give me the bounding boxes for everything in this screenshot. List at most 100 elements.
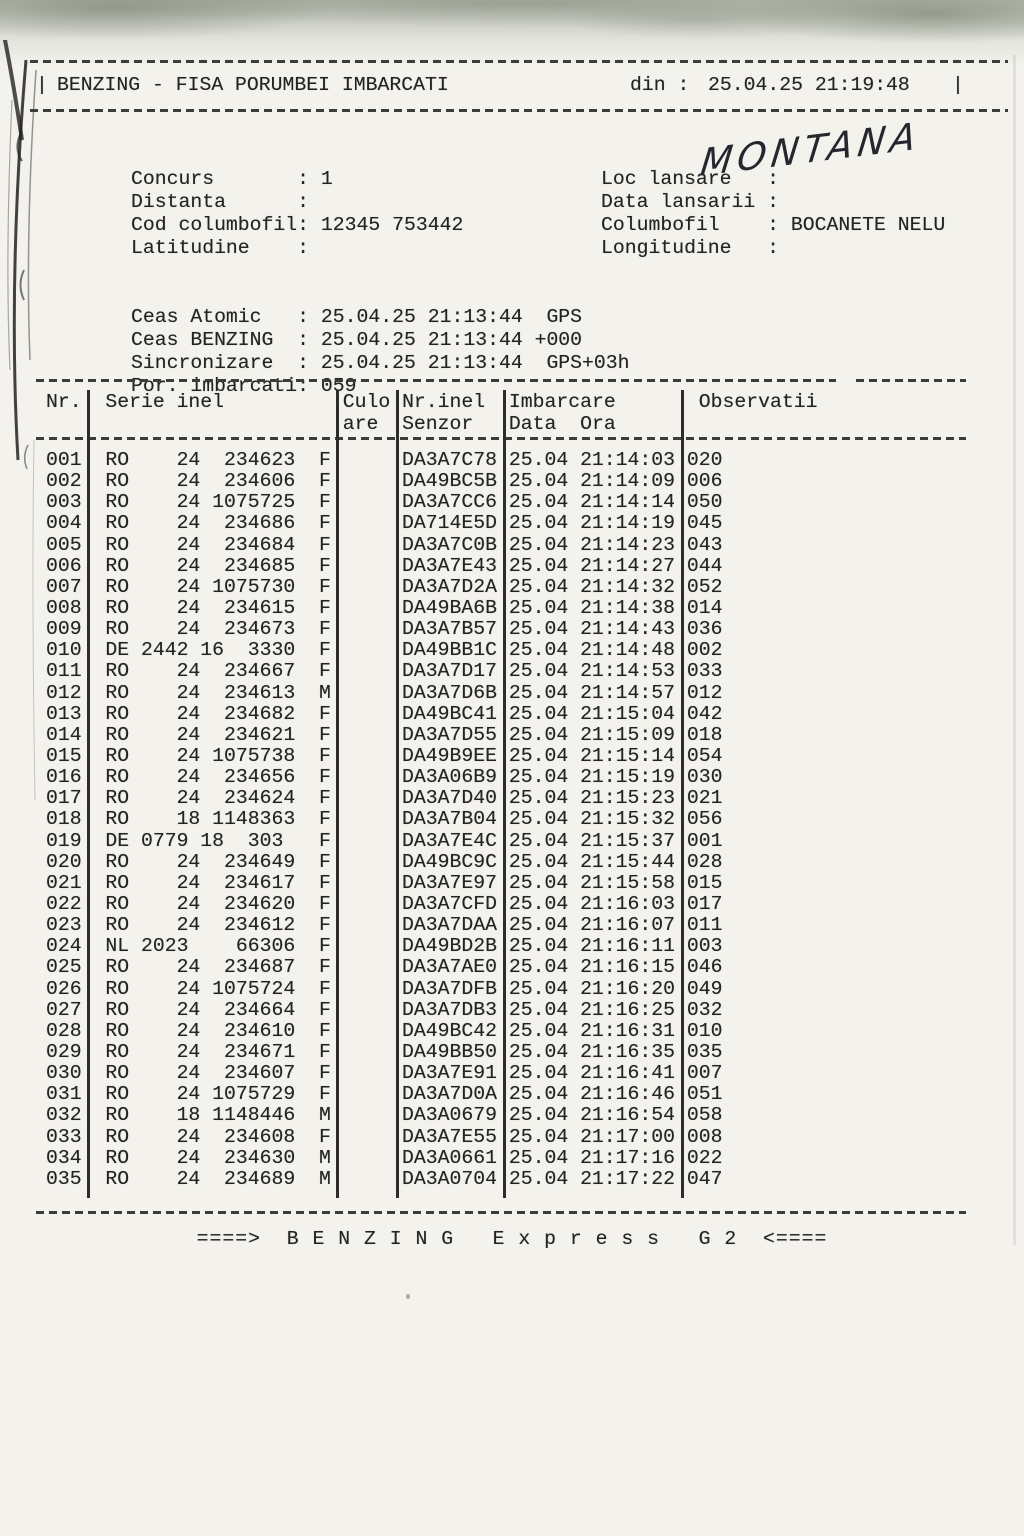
cell-sex: F [319,639,331,662]
dashed-separator-mid-a [36,379,836,382]
cell-data: 25.04 [508,449,569,471]
cell-senzor: DA49BC9C [402,850,498,873]
info-value: : [767,191,780,213]
cell-ora: 21:15:23 [580,787,676,810]
info-value: : [767,168,780,190]
cell-culoare [343,577,390,598]
cell-ora: 21:16:15 [580,956,676,979]
table-row: 035 RO 24 234689 M DA3A0704 25.04 21:17:22 04… [46,1167,723,1190]
cell-data: 25.04 [508,956,569,979]
info-value: : 12345 753442 [297,214,464,236]
cell-ora: 21:16:25 [580,998,676,1021]
cell-culoare [343,1063,390,1084]
cell-ora: 21:14:27 [580,554,676,577]
info-right-column: Loc lansare: Data lansarii: Columbofil: … [506,146,945,259]
cell-serie-inel: RO 24 234684 [93,533,296,556]
cell-data: 25.04 [508,723,569,746]
cell-data: 25.04 [508,1125,569,1148]
cell-observatii: 017 [686,892,723,915]
cell-nr: 007 [46,575,82,598]
table-row: 021 RO 24 234617 F DA3A7E97 25.04 21:15:58 01… [46,871,723,894]
cell-ora: 21:14:19 [580,512,676,535]
cell-senzor: DA49BA6B [402,596,498,619]
cell-culoare [343,831,390,852]
cell-sex: F [319,871,331,894]
cell-observatii: 011 [686,914,723,937]
info-row: Cod columbofil: 12345 753442 [36,192,463,236]
cell-sex: M [319,1104,331,1127]
paper-speck [406,1294,410,1299]
cell-nr: 016 [46,766,82,789]
cell-ora: 21:17:00 [580,1125,676,1148]
cell-serie-inel: RO 24 234673 [93,618,296,641]
dashed-separator-bottom [36,1211,966,1214]
cell-culoare [343,450,390,471]
cell-data: 25.04 [508,512,569,535]
cell-data: 25.04 [508,892,569,915]
cell-serie-inel: RO 24 234667 [93,660,296,683]
cell-nr: 012 [46,681,82,704]
table-header-line-1: Nr. Serie inel Culo Nr.inel Imbarcare Obser… [46,391,818,413]
cell-culoare [343,788,390,809]
cell-sex: F [319,850,331,873]
column-rule-observatii [681,390,684,1198]
pigeon-table-body: 001 RO 24 234623 F DA3A7C78 25.04 21:14:03 02… [46,449,723,1190]
table-row: 020 RO 24 234649 F DA49BC9C 25.04 21:15:44 02… [46,850,723,873]
cell-culoare [343,513,390,534]
info-row: Loc lansare: [506,146,945,190]
cell-data: 25.04 [508,871,569,894]
cell-data: 25.04 [508,808,569,831]
cell-observatii: 035 [686,1040,723,1063]
table-row: 028 RO 24 234610 F DA49BC42 25.04 21:16:31 01… [46,1019,723,1042]
table-row: 017 RO 24 234624 F DA3A7D40 25.04 21:15:23 02… [46,787,723,810]
cell-data: 25.04 [508,1019,569,1042]
cell-observatii: 049 [686,977,723,1000]
dashed-separator-top-2 [30,109,1008,112]
cell-data: 25.04 [508,1062,569,1085]
cell-serie-inel: DE 0779 18 303 [93,829,296,852]
table-row: 019 DE 0779 18 303 F DA3A7E4C 25.04 21:15:3… [46,829,723,852]
cell-senzor: DA714E5D [402,512,498,535]
cell-senzor: DA3A7E43 [402,554,498,577]
cell-nr: 011 [46,660,82,683]
cell-serie-inel: RO 24 234685 [93,554,296,577]
cell-serie-inel: RO 24 234617 [93,871,296,894]
cell-observatii: 012 [686,681,723,704]
cell-senzor: DA49BB50 [402,1040,498,1063]
cell-sex: F [319,808,331,831]
cell-data: 25.04 [508,1040,569,1063]
cell-observatii: 052 [686,575,723,598]
table-row: 032 RO 18 1148446 M DA3A0679 25.04 21:16:54 0… [46,1104,723,1127]
info-value: : [297,237,310,259]
cell-senzor: DA3A7DFB [402,977,498,1000]
cell-serie-inel: RO 24 1075725 [93,491,296,514]
cell-sex: F [319,512,331,535]
cell-serie-inel: RO 24 234623 [93,449,296,471]
cell-ora: 21:14:38 [580,596,676,619]
scan-edge-shadow [1013,55,1016,1245]
cell-observatii: 021 [686,787,723,810]
col-data-ora: Data Ora [508,413,616,435]
dashed-separator-mid-b [856,379,966,382]
cell-data: 25.04 [508,470,569,493]
table-header: Nr. Serie inel Culo Nr.inel Imbarcare Obser… [46,391,818,435]
table-row: 012 RO 24 234613 M DA3A7D6B 25.04 21:14:57 01… [46,681,723,704]
cell-sex: F [319,1062,331,1085]
cell-sex: F [319,470,331,493]
print-date-value: 25.04.25 21:19:48 [708,74,910,96]
cell-nr: 035 [46,1167,82,1190]
cell-senzor: DA3A0661 [402,1146,498,1169]
cell-observatii: 003 [686,935,723,958]
clock-value: : 25.04.25 21:13:44 GPS [297,306,583,328]
table-row: 007 RO 24 1075730 F DA3A7D2A 25.04 21:14:32 0… [46,575,723,598]
cell-data: 25.04 [508,850,569,873]
cell-data: 25.04 [508,596,569,619]
cell-nr: 034 [46,1146,82,1169]
cell-ora: 21:15:09 [580,723,676,746]
cell-sex: F [319,449,331,471]
col-nr-2 [46,413,82,435]
print-date-label: din : [630,74,690,96]
cell-serie-inel: RO 24 234664 [93,998,296,1021]
cell-culoare [343,661,390,682]
cell-culoare [343,1169,390,1190]
